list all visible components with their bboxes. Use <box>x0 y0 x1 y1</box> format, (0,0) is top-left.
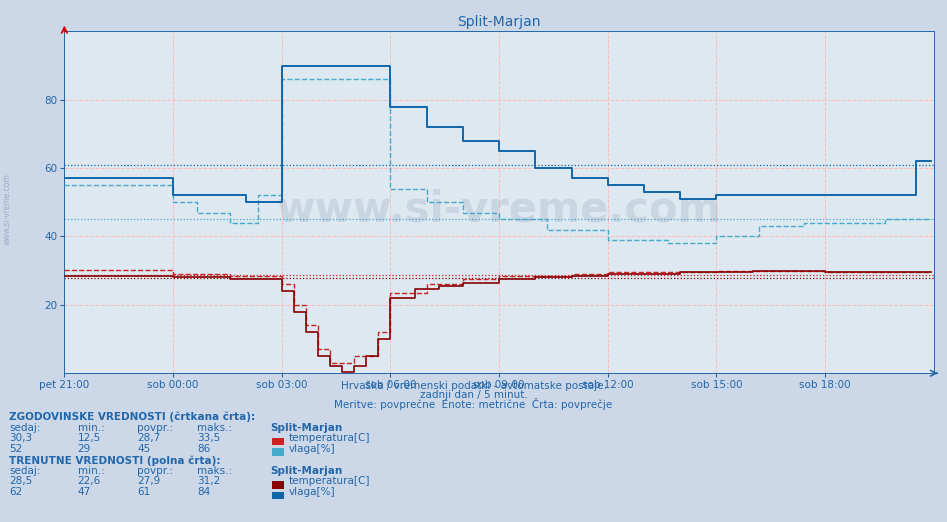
Text: 52: 52 <box>9 444 23 454</box>
Text: 28,5: 28,5 <box>9 477 33 487</box>
Text: 27,9: 27,9 <box>137 477 161 487</box>
Text: ZGODOVINSKE VREDNOSTI (črtkana črta):: ZGODOVINSKE VREDNOSTI (črtkana črta): <box>9 412 256 422</box>
Text: min.:: min.: <box>78 423 104 433</box>
Text: 33,5: 33,5 <box>197 433 221 443</box>
Text: vlaga[%]: vlaga[%] <box>289 487 335 497</box>
Text: 84: 84 <box>197 487 210 497</box>
Text: min.:: min.: <box>78 466 104 476</box>
Text: Meritve: povprečne  Enote: metrične  Črta: povprečje: Meritve: povprečne Enote: metrične Črta:… <box>334 398 613 410</box>
Text: vlaga[%]: vlaga[%] <box>289 444 335 454</box>
Text: temperatura[C]: temperatura[C] <box>289 433 370 443</box>
Text: temperatura[C]: temperatura[C] <box>289 477 370 487</box>
Text: povpr.:: povpr.: <box>137 466 173 476</box>
Text: 22,6: 22,6 <box>78 477 101 487</box>
Text: zadnji dan / 5 minut.: zadnji dan / 5 minut. <box>420 390 527 400</box>
Text: sedaj:: sedaj: <box>9 423 41 433</box>
Text: 86: 86 <box>197 444 210 454</box>
Text: Split-Marjan: Split-Marjan <box>270 466 342 476</box>
Text: TRENUTNE VREDNOSTI (polna črta):: TRENUTNE VREDNOSTI (polna črta): <box>9 455 221 466</box>
Text: maks.:: maks.: <box>197 423 232 433</box>
Title: Split-Marjan: Split-Marjan <box>457 15 541 29</box>
Text: 47: 47 <box>78 487 91 497</box>
Text: Split-Marjan: Split-Marjan <box>270 423 342 433</box>
Text: 28,7: 28,7 <box>137 433 161 443</box>
Text: Hrvaška / vremenski podatki - avtomatske postaje.: Hrvaška / vremenski podatki - avtomatske… <box>341 381 606 391</box>
Text: 29: 29 <box>78 444 91 454</box>
Text: sedaj:: sedaj: <box>9 466 41 476</box>
Text: 30,3: 30,3 <box>9 433 32 443</box>
Text: www.si-vreme.com: www.si-vreme.com <box>3 173 12 245</box>
Text: maks.:: maks.: <box>197 466 232 476</box>
Text: www.si-vreme.com: www.si-vreme.com <box>277 188 722 230</box>
Text: 61: 61 <box>137 487 151 497</box>
Text: 31,2: 31,2 <box>197 477 221 487</box>
Text: 62: 62 <box>9 487 23 497</box>
Text: povpr.:: povpr.: <box>137 423 173 433</box>
Text: 12,5: 12,5 <box>78 433 101 443</box>
Text: 45: 45 <box>137 444 151 454</box>
